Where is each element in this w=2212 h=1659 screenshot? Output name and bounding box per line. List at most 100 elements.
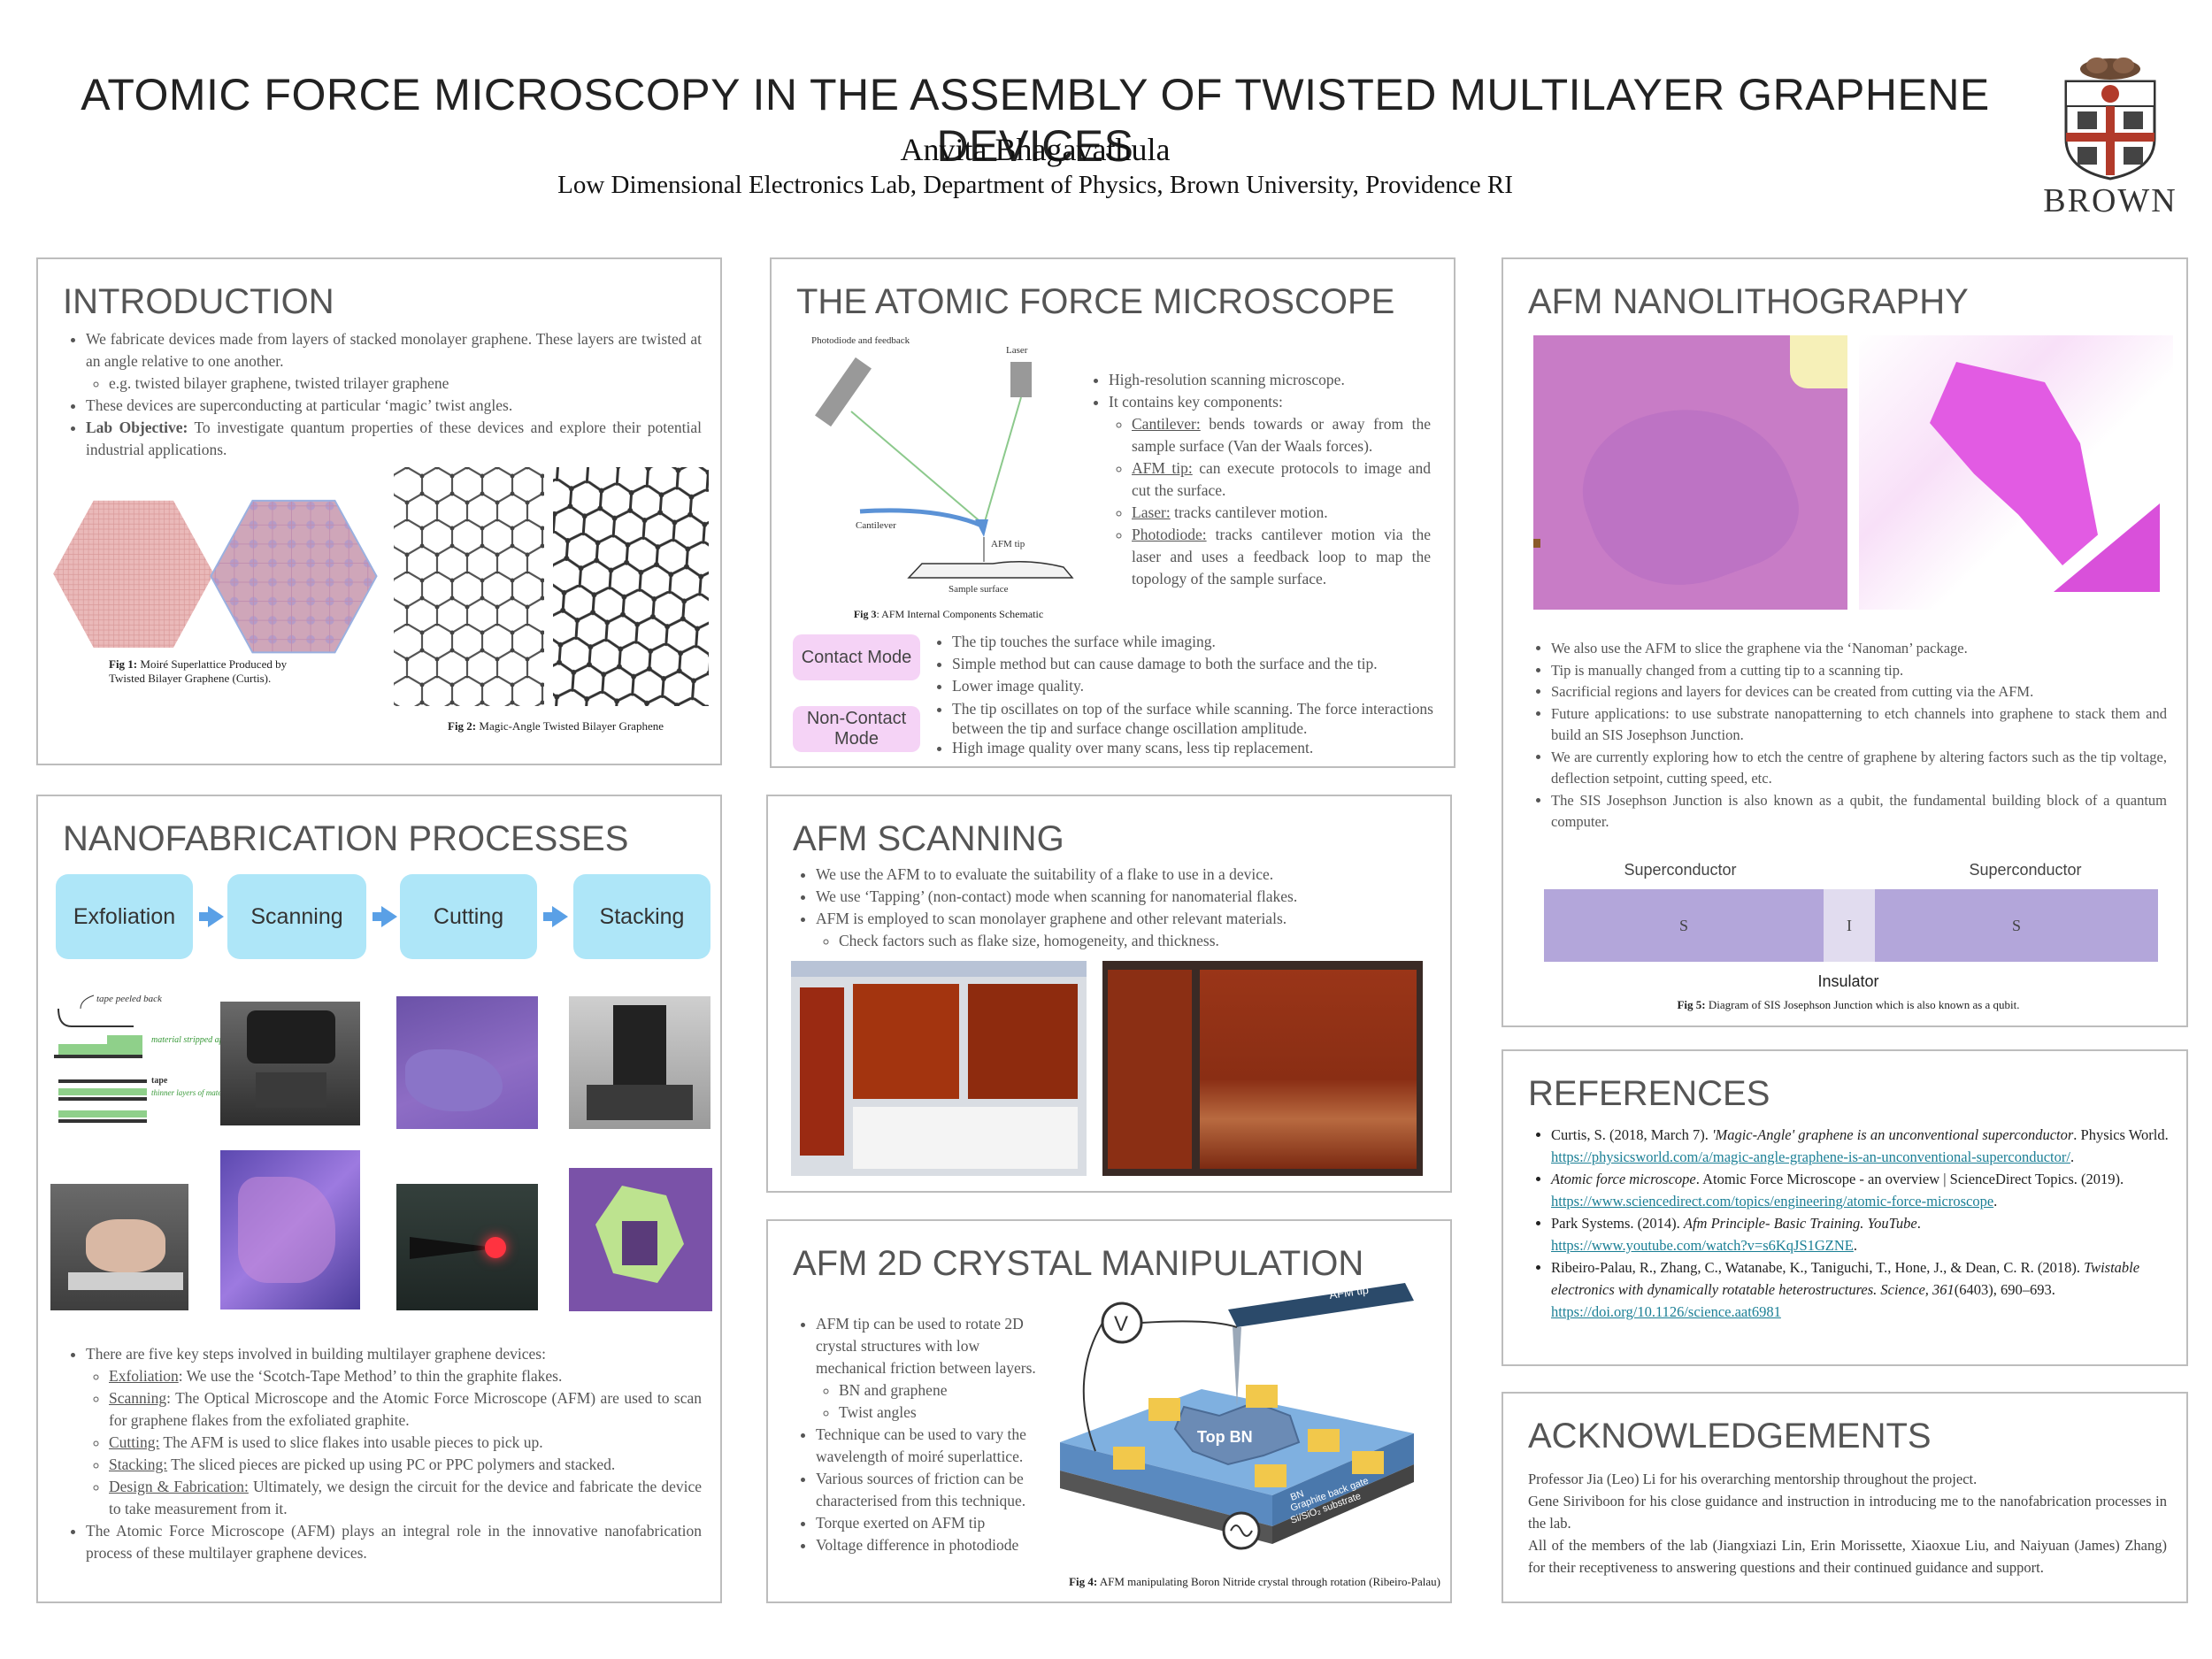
flake-microscope-image <box>220 1150 360 1310</box>
diagram-label-top-bn: Top BN <box>1197 1428 1253 1446</box>
scanning-bullet-3: AFM is employed to scan monolayer graphe… <box>816 910 1287 927</box>
reference-item: Curtis, S. (2018, March 7). 'Magic-Angle… <box>1551 1124 2174 1168</box>
crystal-manipulation-panel: AFM 2D CRYSTAL MANIPULATION AFM tip can … <box>766 1219 1452 1603</box>
tape-exfoliation-photo <box>50 1184 188 1310</box>
sketch-label-tape-peeled: tape peeled back <box>96 994 163 1004</box>
afm-scanning-panel: AFM SCANNING We use the AFM to to evalua… <box>766 795 1452 1193</box>
intro-bullet-3: To investigate quantum properties of the… <box>86 419 702 458</box>
poster-title: ATOMIC FORCE MICROSCOPY IN THE ASSEMBLY … <box>81 70 1990 171</box>
afm-scan-images-photo <box>1102 961 1423 1176</box>
step-cutting: Cutting <box>400 874 537 959</box>
ref1-title: 'Magic-Angle' graphene is an unconventio… <box>1711 1126 2074 1143</box>
nanolitho-bullet-2: Tip is manually changed from a cutting t… <box>1551 661 1904 679</box>
cutting-tip-photo <box>396 1184 538 1310</box>
introduction-text: We fabricate devices made from layers of… <box>63 328 702 461</box>
afm-scanning-text: We use the AFM to to evaluate the suitab… <box>793 864 1432 952</box>
nanolithography-heading: AFM NANOLITHOGRAPHY <box>1528 282 1969 321</box>
reference-link[interactable]: https://doi.org/10.1126/science.aat6981 <box>1551 1303 1781 1320</box>
fig3-caption: Fig 3: AFM Internal Components Schematic <box>853 608 1044 620</box>
afm-scanning-heading: AFM SCANNING <box>793 819 1064 858</box>
stacked-device-image <box>569 1168 712 1311</box>
schematic-label-tip: AFM tip <box>991 539 1025 549</box>
crystal-bullet-2: Technique can be used to vary the wavele… <box>816 1425 1026 1465</box>
crystal-bullet-1: AFM tip can be used to rotate 2D crystal… <box>816 1315 1036 1377</box>
nanolithography-panel: AFM NANOLITHOGRAPHY We also use the AFM … <box>1502 257 2188 1027</box>
cantilever-text: bends towards or away from the sample su… <box>1132 415 1431 455</box>
ref1-text: Curtis, S. (2018, March 7). <box>1551 1126 1712 1143</box>
afm-bullet-1: High-resolution scanning microscope. <box>1109 371 1345 388</box>
crystal-sub-bullet-1: BN and graphene <box>839 1381 948 1399</box>
ref4-pages: (6403), 690–693. <box>1954 1281 2055 1298</box>
arrow-icon <box>381 906 397 927</box>
introduction-panel: INTRODUCTION We fabricate devices made f… <box>36 257 722 765</box>
step-exfoliation: Exfoliation <box>56 874 193 959</box>
introduction-heading: INTRODUCTION <box>63 282 334 321</box>
affiliation: Low Dimensional Electronics Lab, Departm… <box>557 171 1513 199</box>
scanning-bullet-2: We use ‘Tapping’ (non-contact) mode when… <box>816 887 1298 905</box>
ref3-text: Park Systems. (2014). <box>1551 1215 1684 1232</box>
afm-heading: THE ATOMIC FORCE MICROSCOPE <box>796 282 1395 321</box>
ref2-title: Atomic force microscope <box>1551 1171 1696 1187</box>
nanofabrication-text: There are five key steps involved in bui… <box>63 1343 702 1564</box>
schematic-label-laser: Laser <box>1006 345 1028 356</box>
crystal-bullet-4: Torque exerted on AFM tip <box>816 1514 986 1532</box>
schematic-label-sample: Sample surface <box>949 584 1009 595</box>
intro-bullet-1: We fabricate devices made from layers of… <box>86 330 702 370</box>
junction-s-left: S <box>1544 889 1824 962</box>
sketch-label-thinner: thinner layers of material remaining <box>151 1088 222 1097</box>
references-text: Curtis, S. (2018, March 7). 'Magic-Angle… <box>1528 1124 2174 1323</box>
intro-bullet-2: These devices are superconducting at par… <box>86 396 513 414</box>
diagram-label-bn: BN <box>1289 1488 1306 1503</box>
reference-link[interactable]: https://physicsworld.com/a/magic-angle-g… <box>1551 1148 2070 1165</box>
nanolitho-bullet-3: Sacrificial regions and layers for devic… <box>1551 683 2034 700</box>
nanofabrication-panel: NANOFABRICATION PROCESSES Exfoliation Sc… <box>36 795 722 1603</box>
brown-shield-logo <box>2064 58 2156 180</box>
noncontact-bullet-2: High image quality over many scans, less… <box>952 739 1314 757</box>
exfoliation-sketch: tape peeled back material stripped apart… <box>54 994 222 1123</box>
junction-s-right: S <box>1875 889 2158 962</box>
acknowledgements-heading: ACKNOWLEDGEMENTS <box>1528 1417 1932 1455</box>
reference-item: Atomic force microscope. Atomic Force Mi… <box>1551 1168 2174 1212</box>
step3-text: The AFM is used to slice flakes into usa… <box>159 1433 543 1451</box>
arrow-icon <box>199 912 210 921</box>
afm-tip-label: AFM tip: <box>1132 459 1193 477</box>
afm-bullet-2: It contains key components: <box>1109 393 1283 411</box>
reference-item: Ribeiro-Palau, R., Zhang, C., Watanabe, … <box>1551 1256 2174 1323</box>
nanolithography-text: We also use the AFM to slice the graphen… <box>1528 638 2167 833</box>
afm-cut-image-left <box>1533 335 1847 610</box>
cantilever-label: Cantilever: <box>1132 415 1201 433</box>
afm-tip-text: can execute protocols to image and cut t… <box>1132 459 1431 499</box>
afm-panel: THE ATOMIC FORCE MICROSCOPE Photodiode a… <box>770 257 1455 768</box>
junction-i: I <box>1824 889 1875 962</box>
sis-label-left: Superconductor <box>1624 861 1737 879</box>
afm-cut-image-right <box>1859 335 2173 610</box>
arrow-icon <box>208 906 224 927</box>
ref1-source: . Physics World. <box>2073 1126 2169 1143</box>
nanolitho-bullet-5: We are currently exploring how to etch t… <box>1551 748 2167 787</box>
fig5-caption: Fig 5: Diagram of SIS Josephson Junction… <box>1677 998 2020 1011</box>
contact-bullet-1: The tip touches the surface while imagin… <box>952 633 1216 650</box>
step1-text: : We use the ‘Scotch-Tape Method’ to thi… <box>178 1367 563 1385</box>
reference-link[interactable]: https://www.youtube.com/watch?v=s6KqJS1G… <box>1551 1237 1854 1254</box>
non-contact-mode-badge: Non-Contact Mode <box>793 706 920 752</box>
reference-link[interactable]: https://www.sciencedirect.com/topics/eng… <box>1551 1193 1994 1210</box>
ack-paragraph-2: Gene Siriviboon for his close guidance a… <box>1528 1493 2167 1532</box>
scanning-sub-bullet: Check factors such as flake size, homoge… <box>839 932 1219 949</box>
step-scanning: Scanning <box>227 874 366 959</box>
fig1-caption: Fig 1: Moiré Superlattice Produced by Tw… <box>109 657 288 685</box>
fig2-caption: Fig 2: Magic-Angle Twisted Bilayer Graph… <box>448 719 664 733</box>
contact-bullet-3: Lower image quality. <box>952 677 1085 695</box>
acknowledgements-text: Professor Jia (Leo) Li for his overarchi… <box>1528 1468 2167 1578</box>
step2-text: : The Optical Microscope and the Atomic … <box>109 1389 702 1429</box>
step3-label: Cutting: <box>109 1433 160 1451</box>
crystal-manipulation-text: AFM tip can be used to rotate 2D crystal… <box>793 1313 1054 1556</box>
voltmeter-icon: V <box>1114 1312 1128 1336</box>
reference-item: Park Systems. (2014). Afm Principle- Bas… <box>1551 1212 2174 1256</box>
optical-microscope-photo <box>220 1002 360 1125</box>
afm-components-text: High-resolution scanning microscope. It … <box>1086 369 1431 590</box>
diagram-label-afm-tip: AFM tip <box>1328 1283 1369 1302</box>
laser-text: tracks cantilever motion. <box>1170 503 1328 521</box>
step4-text: The sliced pieces are picked up using PC… <box>167 1455 616 1473</box>
lab-objective-label: Lab Objective: <box>86 419 188 436</box>
references-panel: REFERENCES Curtis, S. (2018, March 7). '… <box>1502 1049 2188 1366</box>
